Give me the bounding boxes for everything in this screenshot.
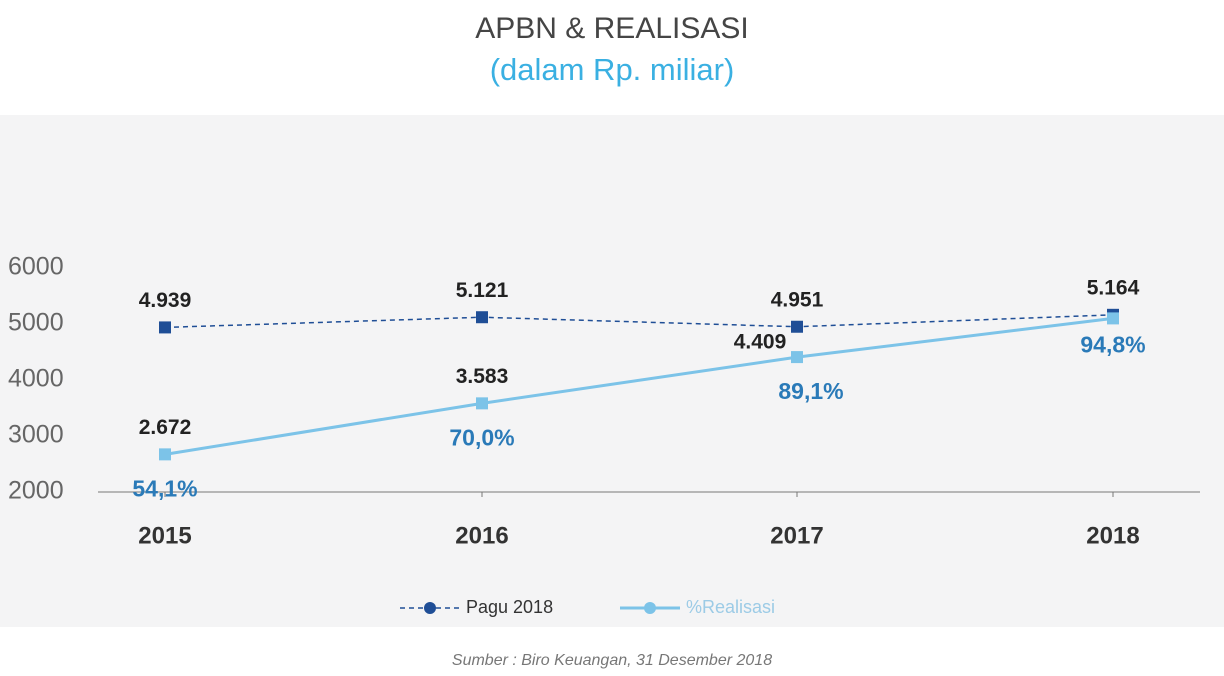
plot-background [0,115,1224,627]
data-label: 5.164 [1087,276,1140,299]
x-tick-label: 2015 [138,522,191,549]
y-tick-label: 6000 [8,253,64,281]
data-point [476,311,488,323]
source-note: Sumber : Biro Keuangan, 31 Desember 2018 [452,652,772,669]
chart: APBN & REALISASI (dalam Rp. miliar) Sumb… [0,0,1224,676]
legend-label: Pagu 2018 [466,597,553,617]
percent-label: 94,8% [1080,331,1145,357]
page: APBN & REALISASI (dalam Rp. miliar) Sumb… [0,0,1224,676]
y-tick-label: 3000 [8,421,64,449]
data-point [1107,312,1119,324]
data-point [791,321,803,333]
legend-label: %Realisasi [686,597,775,617]
data-point [159,321,171,333]
data-point [476,397,488,409]
data-label: 4.951 [771,288,824,311]
data-label: 4.409 [734,331,787,354]
data-point [159,448,171,460]
data-label: 2.672 [139,416,192,439]
legend-marker [644,602,656,614]
percent-label: 54,1% [132,475,197,501]
x-tick-label: 2017 [770,522,823,549]
y-tick-label: 2000 [8,477,64,505]
chart-subtitle: (dalam Rp. miliar) [490,52,735,87]
data-label: 5.121 [456,279,509,302]
x-tick-label: 2016 [455,522,508,549]
y-tick-label: 4000 [8,365,64,393]
percent-label: 89,1% [778,378,843,404]
data-label: 4.939 [139,289,192,312]
x-tick-label: 2018 [1086,522,1139,549]
chart-title: APBN & REALISASI [475,12,748,45]
data-label: 3.583 [456,365,509,388]
percent-label: 70,0% [449,424,514,450]
legend-marker [424,602,436,614]
data-point [791,351,803,363]
y-tick-label: 5000 [8,309,64,337]
